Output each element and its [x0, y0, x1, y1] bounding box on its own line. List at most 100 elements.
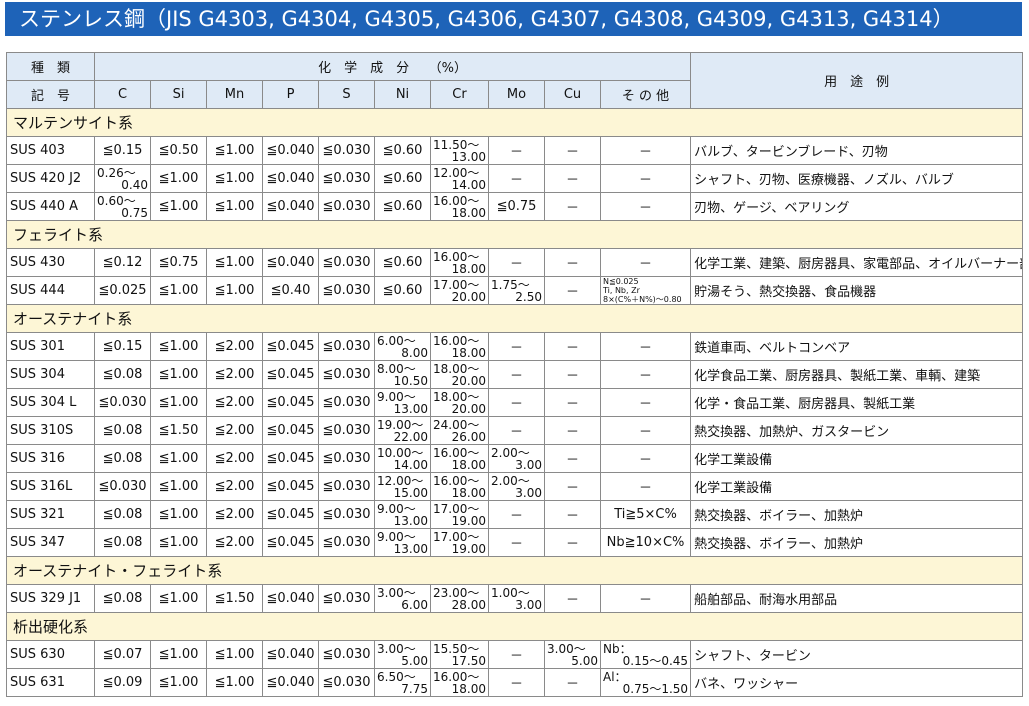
header-row: 種 類化 学 成 分 （%）用 途 例: [6, 52, 1024, 109]
composition: 16.00～ 18.00: [430, 332, 489, 361]
group-row: マルテンサイト系: [5, 108, 1024, 137]
data-row: SUS 347 ≦0.08 ≦1.00 ≦2.00 ≦0.045 ≦0.030 9.00～ 1…: [6, 528, 1024, 557]
cell-line: 20.00: [451, 401, 486, 416]
data-row: SUS 430 ≦0.12 ≦0.75 ≦1.00 ≦0.040 ≦0.030 ≦0.60 1…: [6, 248, 1024, 277]
composition: 23.00～ 28.00: [430, 584, 489, 613]
composition: ≦0.030: [318, 192, 375, 221]
grade: SUS 420 J2: [6, 164, 95, 193]
composition: －: [599, 444, 692, 473]
composition: ≦0.030: [318, 332, 375, 361]
composition: ≦0.030: [318, 248, 375, 277]
composition: 12.00～ 14.00: [430, 164, 489, 193]
cell-line: 11.50～: [433, 137, 480, 152]
composition: ≦2.00: [206, 332, 263, 361]
composition: －: [599, 416, 692, 445]
composition: －: [599, 164, 692, 193]
composition: 11.50～ 13.00: [430, 136, 489, 165]
group-row: オーステナイト系: [5, 304, 1024, 333]
composition: 9.00～ 13.00: [374, 388, 431, 417]
cell-line: 8.00～: [377, 361, 416, 376]
cell-line: 17.00～: [433, 529, 480, 544]
composition: －: [599, 360, 692, 389]
composition: ≦0.08: [94, 584, 151, 613]
data-row: SUS 304 ≦0.08 ≦1.00 ≦2.00 ≦0.045 ≦0.030 8.00～ 1…: [6, 360, 1024, 389]
composition: 16.00～ 18.00: [430, 192, 489, 221]
title: ステンレス鋼（JIS G4303, G4304, G4305, G4306, G…: [5, 2, 1022, 36]
composition: Nb≧10×C%: [599, 528, 692, 557]
composition: 19.00～ 22.00: [374, 416, 431, 445]
composition: －: [599, 192, 692, 221]
composition: Nb： 0.15～0.45: [599, 640, 692, 669]
composition: 10.00～ 14.00: [374, 444, 431, 473]
composition: －: [488, 668, 545, 697]
composition: ≦0.045: [262, 528, 319, 557]
grade: SUS 444: [6, 276, 95, 305]
composition: 9.00～ 13.00: [374, 528, 431, 557]
cell-line: 17.00～: [433, 277, 480, 292]
header-cell: S: [318, 80, 375, 109]
grade: SUS 316: [6, 444, 95, 473]
cell-line: 0.75～1.50: [622, 681, 689, 696]
cell-line: 3.00: [515, 485, 542, 500]
group-name: フェライト系: [5, 220, 1024, 249]
data-row: SUS 301 ≦0.15 ≦1.00 ≦2.00 ≦0.045 ≦0.030 6.00～ 8…: [6, 332, 1024, 361]
composition: ≦0.030: [318, 500, 375, 529]
composition: －: [544, 276, 601, 305]
composition: 1.75～ 2.50: [488, 276, 545, 305]
cell-line: 18.00: [451, 681, 486, 696]
composition: ≦0.07: [94, 640, 151, 669]
grade: SUS 630: [6, 640, 95, 669]
composition: ≦0.60: [374, 192, 431, 221]
composition: －: [488, 360, 545, 389]
data-row: SUS 329 J1 ≦0.08 ≦1.00 ≦1.50 ≦0.040 ≦0.030 3.0…: [6, 584, 1024, 613]
composition: N≦0.025 Ti, Nb, Zr 8×(C%＋N%)～0.80: [599, 276, 692, 305]
usage: 鉄道車両、ベルトコンベア: [690, 332, 1024, 361]
composition: －: [544, 192, 601, 221]
data-row: SUS 440 A 0.60～ 0.75 ≦1.00 ≦1.00 ≦0.040 ≦0.030…: [6, 192, 1024, 221]
composition: 0.60～ 0.75: [94, 192, 151, 221]
composition: ≦0.030: [318, 668, 375, 697]
group-row: オーステナイト・フェライト系: [5, 556, 1024, 585]
cell-line: 3.00: [515, 457, 542, 472]
composition: ≦0.040: [262, 584, 319, 613]
composition: 16.00～ 18.00: [430, 472, 489, 501]
composition: ≦0.08: [94, 528, 151, 557]
composition: ≦0.75: [488, 192, 545, 221]
cell-line: 3.00～: [377, 585, 416, 600]
header-cell: Cr: [430, 80, 489, 109]
cell-line: 7.75: [401, 681, 428, 696]
usage: バネ、ワッシャー: [690, 668, 1024, 697]
data-row: SUS 403 ≦0.15 ≦0.50 ≦1.00 ≦0.040 ≦0.030 ≦0.60 1…: [6, 136, 1024, 165]
composition: ≦0.60: [374, 136, 431, 165]
composition: ≦2.00: [206, 444, 263, 473]
data-row: SUS 420 J2 0.26～ 0.40 ≦1.00 ≦1.00 ≦0.040 ≦0.03…: [6, 164, 1024, 193]
composition: －: [544, 668, 601, 697]
composition: －: [599, 332, 692, 361]
cell-line: 16.00～: [433, 473, 480, 488]
composition: 16.00～ 18.00: [430, 444, 489, 473]
composition: 3.00～ 6.00: [374, 584, 431, 613]
composition: ≦1.00: [150, 192, 207, 221]
composition: ≦0.030: [318, 360, 375, 389]
composition: 15.50～ 17.50: [430, 640, 489, 669]
cell-line: 16.00～: [433, 249, 480, 264]
cell-line: 9.00～: [377, 529, 416, 544]
usage: バルブ、タービンブレード、刃物: [690, 136, 1024, 165]
data-row: SUS 321 ≦0.08 ≦1.00 ≦2.00 ≦0.045 ≦0.030 9.00～ 1…: [6, 500, 1024, 529]
cell-line: 18.00: [451, 205, 486, 220]
cell-line: 5.00: [401, 653, 428, 668]
cell-line: 6.00: [401, 597, 428, 612]
composition: －: [544, 388, 601, 417]
composition: －: [544, 248, 601, 277]
composition: 2.00～ 3.00: [488, 472, 545, 501]
composition: －: [544, 584, 601, 613]
composition: －: [599, 388, 692, 417]
usage: 化学食品工業、厨房器具、製紙工業、車輌、建築: [690, 360, 1024, 389]
header-cell: Ni: [374, 80, 431, 109]
cell-line: 8.00: [401, 345, 428, 360]
data-row: SUS 316L ≦0.030 ≦1.00 ≦2.00 ≦0.045 ≦0.030 12.0…: [6, 472, 1024, 501]
cell-line: 20.00: [451, 373, 486, 388]
grade: SUS 329 J1: [6, 584, 95, 613]
cell-line: 19.00～: [377, 417, 424, 432]
composition: ≦2.00: [206, 360, 263, 389]
